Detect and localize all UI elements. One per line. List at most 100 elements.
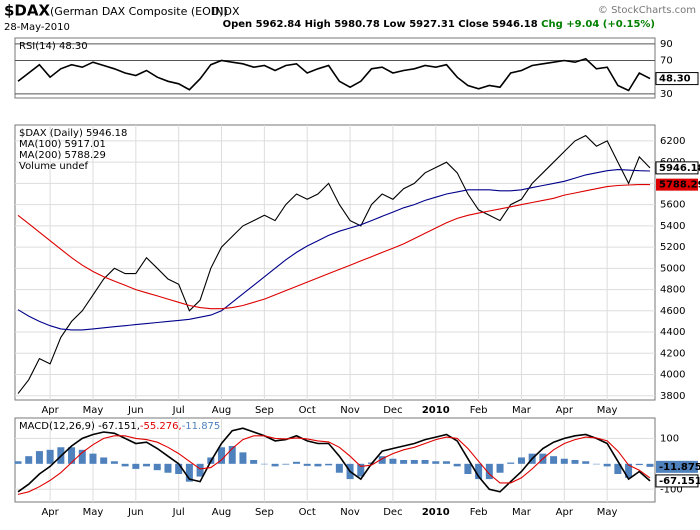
x-tick-label: Apr — [556, 405, 574, 416]
x-tick-label: Aug — [212, 507, 232, 518]
histogram-bar — [560, 458, 568, 464]
x-tick-label: Mar — [512, 405, 532, 416]
x-tick-label: 2010 — [422, 405, 450, 416]
close: Close 5946.18 — [458, 19, 537, 30]
histogram-bar — [293, 461, 301, 464]
high: High 5980.78 — [305, 19, 380, 30]
y-tick-label: 30 — [660, 89, 673, 100]
series-line — [17, 134, 651, 394]
panel-frame — [14, 37, 656, 99]
histogram-bar — [485, 463, 493, 480]
histogram-bar — [153, 463, 161, 471]
histogram-bar — [250, 460, 258, 464]
y-tick-label: 6200 — [660, 136, 685, 147]
y-tick-label: 100 — [660, 433, 679, 444]
x-tick-label: Jul — [172, 507, 185, 518]
histogram-bar — [89, 453, 97, 464]
last-value-tag — [656, 178, 698, 191]
histogram-bar — [646, 463, 654, 467]
histogram-bar — [175, 463, 183, 474]
x-tick-label: May — [597, 507, 618, 518]
x-tick-label: Aug — [212, 405, 232, 416]
open: Open 5962.84 — [223, 19, 302, 30]
subtitle: (German DAX Composite (EOD)) — [50, 5, 228, 18]
y-tick-label: 70 — [660, 56, 673, 67]
histogram-bar — [625, 463, 633, 478]
histogram-bar — [271, 463, 279, 467]
x-tick-label: Sep — [255, 405, 274, 416]
panel-frame — [14, 417, 656, 503]
histogram-bar — [303, 463, 311, 466]
y-tick-label: 5600 — [660, 200, 685, 211]
histogram-bar — [475, 463, 483, 480]
histogram-bar — [378, 456, 386, 464]
low: Low 5927.31 — [383, 19, 455, 30]
histogram-bar — [68, 447, 76, 464]
last-value-label: 5946.18 — [659, 163, 700, 174]
histogram-bar — [185, 463, 193, 482]
symbol: $DAX — [4, 2, 50, 20]
histogram-bar — [143, 463, 151, 467]
histogram-bar — [228, 446, 236, 464]
histogram-bar — [46, 449, 54, 464]
histogram-bar — [325, 463, 333, 466]
histogram-bar — [357, 463, 365, 477]
histogram-bar — [432, 461, 440, 464]
x-tick-label: Nov — [340, 507, 360, 518]
quote: Open 5962.84 High 5980.78 Low 5927.31 Cl… — [223, 19, 655, 30]
x-tick-label: May — [83, 507, 104, 518]
histogram-bar — [442, 461, 450, 464]
legend-entry: MACD(12,26,9) -67.151, — [19, 421, 140, 432]
y-tick-label: 4400 — [660, 327, 685, 338]
x-tick-label: Apr — [556, 507, 574, 518]
legend-entry: MA(200) 5788.29 — [19, 150, 106, 161]
x-tick-label: Feb — [470, 507, 488, 518]
legend-entry: -55.276, — [140, 421, 182, 432]
histogram-bar — [239, 452, 247, 464]
x-tick-label: May — [83, 405, 104, 416]
histogram-bar — [635, 463, 643, 466]
y-tick-label: -100 — [660, 484, 683, 495]
x-tick-label: 2010 — [422, 507, 450, 518]
histogram-bar — [582, 461, 590, 464]
histogram-bar — [421, 460, 429, 464]
change: Chg +9.04 (+0.15%) — [541, 19, 655, 30]
x-tick-label: Apr — [41, 507, 59, 518]
legend-entry: MA(100) 5917.01 — [19, 139, 106, 150]
last-value-tag — [655, 72, 699, 86]
x-tick-label: Sep — [255, 507, 274, 518]
histogram-bar — [260, 463, 268, 465]
histogram-bar — [282, 463, 290, 465]
histogram-bar — [453, 463, 461, 467]
histogram-bar — [132, 463, 140, 469]
y-tick-label: 4000 — [660, 370, 685, 381]
histogram-bar — [35, 451, 43, 464]
histogram-bar — [410, 460, 418, 464]
legend-entry: $DAX (Daily) 5946.18 — [19, 128, 127, 139]
histogram-bar — [507, 462, 515, 464]
histogram-bar — [496, 463, 504, 473]
histogram-bar — [550, 456, 558, 464]
series-line — [17, 435, 651, 495]
histogram-bar — [603, 463, 611, 467]
histogram-bar — [389, 458, 397, 464]
x-tick-label: Jul — [172, 405, 185, 416]
histogram-bar — [164, 463, 172, 473]
histogram-bar — [400, 460, 408, 464]
legend-entry: -11.875 — [182, 421, 221, 432]
histogram-bar — [592, 463, 600, 465]
last-value-label: 48.30 — [659, 74, 691, 85]
y-tick-label: 4800 — [660, 285, 685, 296]
series-line — [17, 427, 651, 493]
date: 28-May-2010 — [4, 22, 70, 33]
last-value-label: 5788.29 — [659, 180, 700, 191]
histogram-bar — [100, 457, 108, 464]
x-tick-label: Jun — [127, 405, 144, 416]
last-value-tag — [655, 161, 699, 175]
histogram-bar — [196, 463, 204, 477]
legend-note: Volume undef — [19, 161, 89, 172]
y-tick-label: 5000 — [660, 263, 685, 274]
last-value-tag — [656, 460, 698, 473]
last-value-label: -11.875 — [659, 462, 700, 473]
histogram-bar — [25, 456, 33, 464]
